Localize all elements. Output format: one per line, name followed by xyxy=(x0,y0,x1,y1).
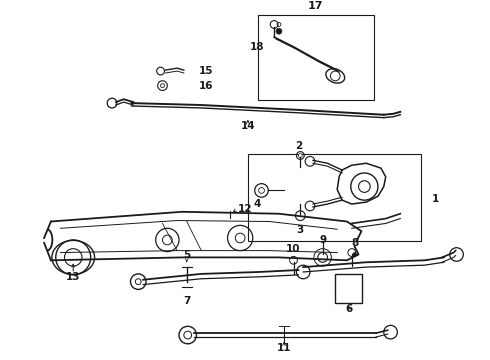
Text: 12: 12 xyxy=(238,204,253,214)
Text: 5: 5 xyxy=(183,250,191,260)
Text: 7: 7 xyxy=(183,296,191,306)
Text: 10: 10 xyxy=(286,244,301,255)
Bar xyxy=(335,274,363,303)
Text: 4: 4 xyxy=(254,199,261,209)
Text: 16: 16 xyxy=(198,81,213,91)
Circle shape xyxy=(276,28,282,34)
Text: 14: 14 xyxy=(241,121,255,131)
Text: 9: 9 xyxy=(319,235,326,245)
Text: 1: 1 xyxy=(432,194,440,204)
Text: 13: 13 xyxy=(66,272,80,282)
Text: 11: 11 xyxy=(276,343,291,353)
Bar xyxy=(258,15,374,100)
Text: 6: 6 xyxy=(345,304,352,314)
Text: 17: 17 xyxy=(308,1,323,11)
Text: 2: 2 xyxy=(295,141,302,150)
Circle shape xyxy=(353,253,357,256)
Text: 15: 15 xyxy=(198,66,213,76)
Bar xyxy=(248,154,420,241)
Circle shape xyxy=(298,154,302,157)
Text: 18: 18 xyxy=(250,42,265,52)
Text: 3: 3 xyxy=(296,225,304,235)
Text: 8: 8 xyxy=(351,238,358,248)
